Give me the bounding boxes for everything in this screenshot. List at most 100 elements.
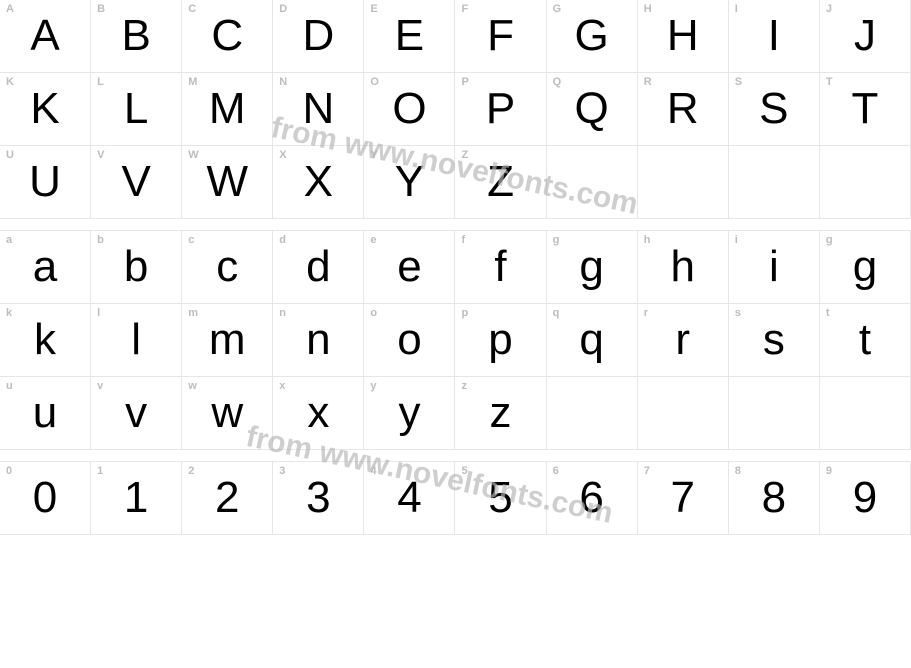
- glyph-cell: 11: [90, 461, 182, 535]
- cell-glyph: A: [0, 0, 90, 72]
- cell-glyph: 2: [182, 462, 272, 534]
- glyph-cell: ss: [728, 303, 820, 377]
- cell-glyph: E: [364, 0, 454, 72]
- glyph-cell: PP: [454, 72, 546, 146]
- glyph-cell: 33: [272, 461, 364, 535]
- glyph-cell: [819, 376, 911, 450]
- cell-glyph: 3: [273, 462, 363, 534]
- charmap-block-uppercase: AABBCCDDEEFFGGHHIIJJKKLLMMNNOOPPQQRRSSTT…: [0, 0, 911, 219]
- cell-glyph: b: [91, 231, 181, 303]
- cell-glyph: G: [547, 0, 637, 72]
- cell-glyph: 8: [729, 462, 819, 534]
- cell-glyph: 0: [0, 462, 90, 534]
- glyph-cell: qq: [546, 303, 638, 377]
- glyph-cell: VV: [90, 145, 182, 219]
- glyph-cell: FF: [454, 0, 546, 73]
- glyph-cell: NN: [272, 72, 364, 146]
- cell-glyph: x: [273, 377, 363, 449]
- cell-glyph: D: [273, 0, 363, 72]
- cell-glyph: F: [455, 0, 545, 72]
- glyph-cell: RR: [637, 72, 729, 146]
- glyph-cell: 99: [819, 461, 911, 535]
- cell-glyph: I: [729, 0, 819, 72]
- cell-glyph: R: [638, 73, 728, 145]
- glyph-cell: kk: [0, 303, 91, 377]
- glyph-cell: gg: [819, 230, 911, 304]
- glyph-cell: mm: [181, 303, 273, 377]
- glyph-cell: 00: [0, 461, 91, 535]
- cell-glyph: T: [820, 73, 910, 145]
- glyph-cell: ee: [363, 230, 455, 304]
- glyph-cell: dd: [272, 230, 364, 304]
- cell-glyph: g: [820, 231, 910, 303]
- glyph-cell: ZZ: [454, 145, 546, 219]
- glyph-cell: CC: [181, 0, 273, 73]
- cell-glyph: Z: [455, 146, 545, 218]
- charmap-block-digits: 00112233445566778899: [0, 462, 911, 535]
- glyph-cell: EE: [363, 0, 455, 73]
- cell-glyph: r: [638, 304, 728, 376]
- cell-glyph: Y: [364, 146, 454, 218]
- glyph-cell: [637, 376, 729, 450]
- cell-glyph: 5: [455, 462, 545, 534]
- glyph-cell: aa: [0, 230, 91, 304]
- glyph-cell: SS: [728, 72, 820, 146]
- cell-glyph: M: [182, 73, 272, 145]
- glyph-cell: ii: [728, 230, 820, 304]
- glyph-cell: JJ: [819, 0, 911, 73]
- cell-glyph: W: [182, 146, 272, 218]
- glyph-cell: 88: [728, 461, 820, 535]
- glyph-cell: WW: [181, 145, 273, 219]
- charmap-block-lowercase: aabbccddeeffgghhiiggkkllmmnnooppqqrrsstt…: [0, 231, 911, 450]
- cell-glyph: 4: [364, 462, 454, 534]
- cell-glyph: l: [91, 304, 181, 376]
- glyph-cell: II: [728, 0, 820, 73]
- cell-glyph: 9: [820, 462, 910, 534]
- cell-glyph: K: [0, 73, 90, 145]
- cell-glyph: P: [455, 73, 545, 145]
- cell-glyph: q: [547, 304, 637, 376]
- glyph-cell: bb: [90, 230, 182, 304]
- glyph-cell: XX: [272, 145, 364, 219]
- cell-glyph: i: [729, 231, 819, 303]
- glyph-cell: [637, 145, 729, 219]
- cell-glyph: S: [729, 73, 819, 145]
- cell-glyph: p: [455, 304, 545, 376]
- font-charmap: AABBCCDDEEFFGGHHIIJJKKLLMMNNOOPPQQRRSSTT…: [0, 0, 911, 535]
- glyph-cell: 77: [637, 461, 729, 535]
- glyph-cell: ll: [90, 303, 182, 377]
- glyph-cell: cc: [181, 230, 273, 304]
- cell-glyph: X: [273, 146, 363, 218]
- cell-glyph: Q: [547, 73, 637, 145]
- glyph-cell: tt: [819, 303, 911, 377]
- cell-glyph: 1: [91, 462, 181, 534]
- glyph-cell: BB: [90, 0, 182, 73]
- glyph-cell: uu: [0, 376, 91, 450]
- glyph-cell: [728, 145, 820, 219]
- cell-glyph: u: [0, 377, 90, 449]
- glyph-cell: LL: [90, 72, 182, 146]
- glyph-cell: ff: [454, 230, 546, 304]
- glyph-cell: nn: [272, 303, 364, 377]
- glyph-cell: ww: [181, 376, 273, 450]
- cell-glyph: s: [729, 304, 819, 376]
- cell-glyph: f: [455, 231, 545, 303]
- cell-glyph: a: [0, 231, 90, 303]
- glyph-cell: oo: [363, 303, 455, 377]
- cell-glyph: g: [547, 231, 637, 303]
- glyph-cell: KK: [0, 72, 91, 146]
- glyph-cell: vv: [90, 376, 182, 450]
- glyph-cell: [546, 376, 638, 450]
- glyph-cell: 66: [546, 461, 638, 535]
- glyph-cell: 44: [363, 461, 455, 535]
- glyph-cell: MM: [181, 72, 273, 146]
- glyph-cell: YY: [363, 145, 455, 219]
- cell-glyph: 7: [638, 462, 728, 534]
- glyph-cell: 22: [181, 461, 273, 535]
- cell-glyph: 6: [547, 462, 637, 534]
- glyph-cell: [546, 145, 638, 219]
- cell-glyph: d: [273, 231, 363, 303]
- glyph-cell: DD: [272, 0, 364, 73]
- glyph-cell: GG: [546, 0, 638, 73]
- cell-glyph: h: [638, 231, 728, 303]
